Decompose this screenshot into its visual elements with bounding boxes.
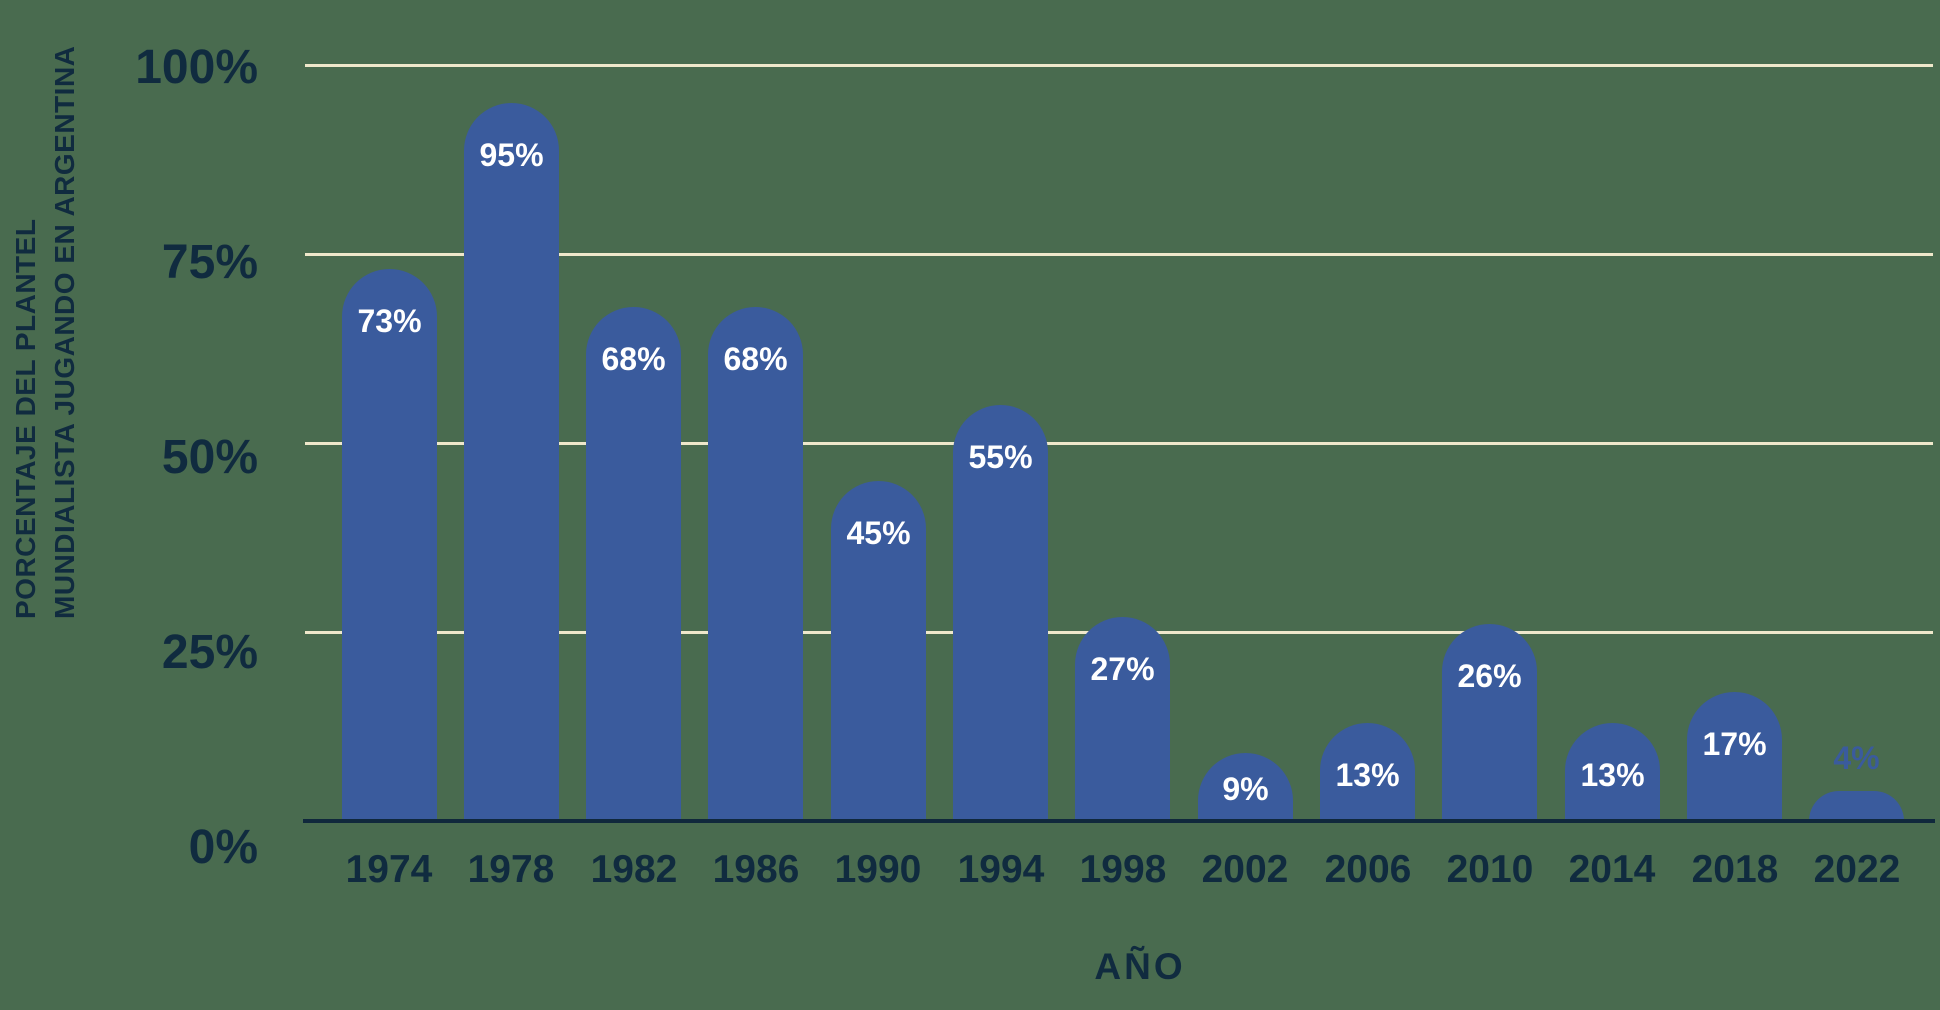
bar-fill-1994 <box>953 405 1048 821</box>
x-tick-label-1982: 1982 <box>590 848 678 891</box>
x-tick-label-1990: 1990 <box>834 848 922 891</box>
bar-fill-2002 <box>1198 753 1293 821</box>
gridline-50pct <box>305 441 1933 445</box>
x-tick-label-2022: 2022 <box>1813 848 1901 891</box>
bar-fill-1998 <box>1075 617 1170 821</box>
bar-fill-1974 <box>342 269 437 821</box>
y-tick-label-50pct: 50% <box>161 431 258 484</box>
bar-1978: 95% <box>464 103 559 821</box>
x-tick-label-2006: 2006 <box>1324 848 1412 891</box>
bar-value-label-2014: 13% <box>1580 757 1645 793</box>
gridline-75pct <box>305 252 1933 256</box>
bar-1990: 45% <box>831 481 926 821</box>
bar-fill-1978 <box>464 103 559 821</box>
bar-2006: 13% <box>1320 723 1415 821</box>
x-axis-line <box>303 819 1935 823</box>
bar-value-label-1998: 27% <box>1090 651 1155 687</box>
x-tick-label-1994: 1994 <box>957 848 1045 891</box>
bar-value-label-2018: 17% <box>1702 726 1767 762</box>
y-tick-label-25pct: 25% <box>161 626 258 679</box>
bar-fill-2006 <box>1320 723 1415 821</box>
bar-fill-2022 <box>1809 791 1904 821</box>
bar-2010: 26% <box>1442 624 1537 821</box>
y-axis-title-line1: PORCENTAJE DEL PLANTEL <box>10 218 41 619</box>
bar-fill-2010 <box>1442 624 1537 821</box>
bar-value-label-1986: 68% <box>723 341 788 377</box>
y-axis-title: PORCENTAJE DEL PLANTEL MUNDIALISTA JUGAN… <box>6 46 84 619</box>
bar-1982: 68% <box>586 307 681 821</box>
x-tick-label-2018: 2018 <box>1691 848 1779 891</box>
bar-fill-1982 <box>586 307 681 821</box>
bar-value-label-1974: 73% <box>357 303 422 339</box>
bar-value-label-1990: 45% <box>846 515 911 551</box>
x-axis-title: AÑO <box>1094 946 1186 987</box>
x-tick-label-2002: 2002 <box>1201 848 1289 891</box>
x-tick-label-2010: 2010 <box>1446 848 1534 891</box>
bar-fill-2018 <box>1687 692 1782 821</box>
x-tick-label-1974: 1974 <box>345 848 433 891</box>
bar-2014: 13% <box>1565 723 1660 821</box>
bar-value-label-2002: 9% <box>1222 771 1269 807</box>
bar-value-label-2022: 4% <box>1833 740 1880 776</box>
bar-value-label-1982: 68% <box>601 341 666 377</box>
x-tick-label-1998: 1998 <box>1079 848 1167 891</box>
bar-fill-2014 <box>1565 723 1660 821</box>
y-axis-title-line2: MUNDIALISTA JUGANDO EN ARGENTINA <box>49 45 80 619</box>
bar-1986: 68% <box>708 307 803 821</box>
y-tick-label-75pct: 75% <box>161 236 258 289</box>
x-tick-label-1986: 1986 <box>712 848 800 891</box>
bar-1994: 55% <box>953 405 1048 821</box>
bar-2018: 17% <box>1687 692 1782 821</box>
bar-1974: 73% <box>342 269 437 821</box>
bar-2002: 9% <box>1198 753 1293 821</box>
bar-value-label-2006: 13% <box>1335 757 1400 793</box>
bar-value-label-1994: 55% <box>968 439 1033 475</box>
y-tick-label-0pct: 0% <box>188 821 258 874</box>
bar-fill-1986 <box>708 307 803 821</box>
bar-fill-1990 <box>831 481 926 821</box>
bar-1998: 27% <box>1075 617 1170 821</box>
bar-2022: 4% <box>1809 742 1904 821</box>
gridline-100pct <box>305 63 1933 67</box>
bar-value-label-1978: 95% <box>479 137 544 173</box>
x-tick-label-2014: 2014 <box>1568 848 1656 891</box>
bar-value-label-2010: 26% <box>1457 658 1522 694</box>
x-tick-label-1978: 1978 <box>467 848 555 891</box>
y-tick-label-100pct: 100% <box>135 41 258 94</box>
